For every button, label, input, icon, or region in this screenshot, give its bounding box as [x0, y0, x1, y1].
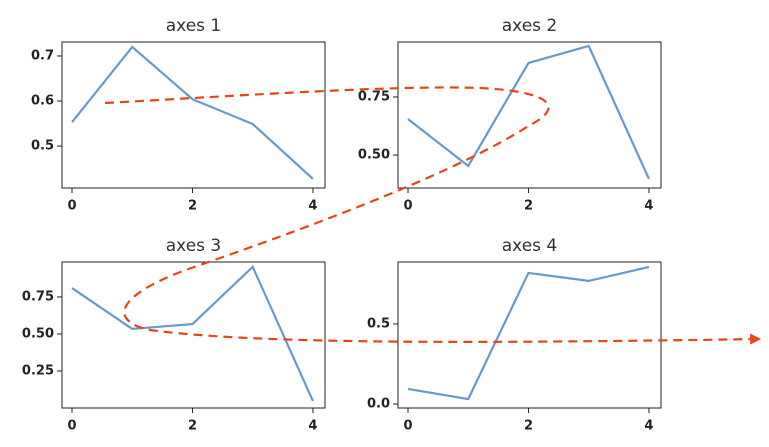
- y-tick-label: 0.75: [358, 90, 390, 105]
- y-tick-label: 0.75: [22, 289, 54, 304]
- y-tick-label: 0.6: [31, 94, 54, 109]
- x-tick-label: 0: [403, 419, 412, 434]
- y-tick-label: 0.5: [367, 316, 390, 331]
- data-line: [407, 265, 650, 401]
- y-tick-label: 0.7: [31, 48, 54, 63]
- x-tick-label: 4: [308, 199, 317, 214]
- x-tick-label: 2: [188, 419, 197, 434]
- x-tick-label: 0: [67, 419, 76, 434]
- x-tick-label: 4: [644, 199, 653, 214]
- y-tick-label: 0.50: [22, 326, 54, 341]
- y-tick-label: 0.0: [367, 396, 390, 411]
- subplot-title: axes 1: [166, 16, 222, 36]
- axes-frame: [397, 41, 662, 189]
- data-line: [71, 265, 314, 402]
- data-line: [71, 45, 314, 180]
- x-tick-label: 0: [403, 199, 412, 214]
- x-tick-label: 2: [188, 199, 197, 214]
- annotation-arrow: [104, 86, 762, 345]
- subplot-title: axes 2: [502, 16, 558, 36]
- axes-frame: [61, 261, 326, 409]
- subplot-title: axes 4: [502, 236, 558, 256]
- x-tick-label: 4: [644, 419, 653, 434]
- axes-frame: [61, 41, 326, 189]
- x-tick-label: 2: [524, 419, 533, 434]
- x-tick-label: 0: [67, 199, 76, 214]
- y-tick-label: 0.50: [358, 148, 390, 163]
- subplot-title: axes 3: [166, 236, 222, 256]
- x-tick-label: 4: [308, 419, 317, 434]
- axes-frame: [397, 261, 662, 409]
- data-line: [407, 44, 650, 180]
- y-tick-label: 0.25: [22, 363, 54, 378]
- y-tick-label: 0.5: [31, 139, 54, 154]
- x-tick-label: 2: [524, 199, 533, 214]
